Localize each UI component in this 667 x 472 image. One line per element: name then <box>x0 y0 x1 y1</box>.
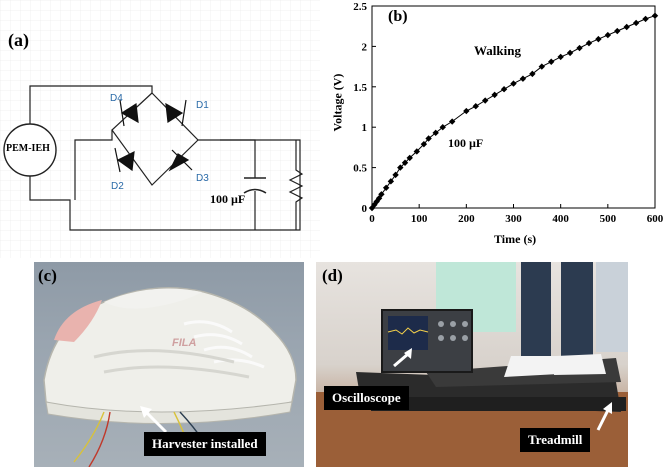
panel-c-shoe-photo: FILA (c) Harvester installed <box>34 262 304 467</box>
data-point <box>482 97 489 104</box>
data-point <box>368 204 376 212</box>
data-point <box>439 124 446 131</box>
data-point <box>420 140 428 148</box>
y-tick-label: 2.5 <box>353 1 367 13</box>
x-axis-label: Time (s) <box>494 232 537 246</box>
diode-d3-label: D3 <box>196 173 209 184</box>
x-tick-label: 500 <box>600 213 617 225</box>
caption-treadmill: Treadmill <box>520 428 591 452</box>
panel-b-label: (b) <box>388 8 408 25</box>
x-tick-label: 600 <box>647 213 664 225</box>
data-point <box>500 86 508 93</box>
x-tick-label: 100 <box>411 213 428 225</box>
data-point <box>401 159 409 166</box>
diode-d4-icon <box>120 102 139 124</box>
diode-d1-label: D1 <box>196 100 209 111</box>
data-point <box>632 19 640 27</box>
y-axis-label: Voltage (V) <box>330 73 345 132</box>
data-point <box>425 135 432 142</box>
panel-d-treadmill-photo: (d) Oscilloscope Treadmill <box>316 262 628 467</box>
panel-d-label: (d) <box>322 266 343 285</box>
data-point <box>432 129 439 137</box>
x-tick-label: 0 <box>369 213 375 225</box>
x-tick-label: 300 <box>505 213 522 225</box>
panel-b-chart: 0 100 200 300 400 500 600 0 0.5 1 1.5 2 2.5 (b) Walk… <box>320 0 667 258</box>
source-circle <box>3 123 57 177</box>
capacitor-label: 100 µF <box>210 192 246 206</box>
diode-d4-label: D4 <box>110 93 123 104</box>
diode-d2-label: D2 <box>111 181 124 192</box>
data-point <box>595 35 602 43</box>
shoe-brand-logo: FILA <box>172 337 197 349</box>
annotation-walking: Walking <box>474 43 521 58</box>
shoe-illustration <box>43 287 297 467</box>
data-point <box>392 171 399 179</box>
data-point <box>397 164 404 171</box>
data-point <box>510 80 517 87</box>
data-point <box>448 118 456 125</box>
treadmill-illustration <box>316 262 628 467</box>
data-point <box>406 154 413 162</box>
data-point <box>548 58 555 65</box>
data-point <box>378 191 385 198</box>
y-tick-label: 2 <box>362 41 368 53</box>
source-label: PEM-IEH <box>6 143 50 154</box>
data-point <box>382 184 390 191</box>
data-point <box>604 31 612 39</box>
caption-harvester: Harvester installed <box>144 432 266 456</box>
data-point <box>371 201 378 208</box>
data-point <box>623 23 630 31</box>
diode-d3-icon <box>168 153 190 172</box>
data-point <box>557 53 564 61</box>
y-tick-label: 1 <box>362 122 368 134</box>
panel-a-label: (a) <box>8 30 29 50</box>
x-tick-label: 400 <box>552 213 569 225</box>
data-point <box>387 178 395 185</box>
data-point <box>491 91 498 99</box>
panel-a-circuit: (a) PEM-IEH D4 D1 D2 D3 100 µF <box>0 0 320 258</box>
data-point <box>472 102 479 110</box>
panel-c-label: (c) <box>38 266 57 285</box>
data-point <box>519 75 527 82</box>
plot-frame <box>371 5 656 209</box>
circuit-diagram <box>0 0 320 258</box>
data-point <box>642 15 649 23</box>
data-point <box>463 107 470 115</box>
data-point <box>576 44 583 52</box>
diode-d1-icon <box>165 102 184 124</box>
caption-oscilloscope: Oscilloscope <box>324 386 409 410</box>
x-tick-label: 200 <box>458 213 475 225</box>
data-point <box>614 27 621 35</box>
y-tick-label: 1.5 <box>353 82 367 94</box>
data-point <box>585 39 593 47</box>
annotation-capacitance: 100 µF <box>448 136 484 150</box>
data-point <box>651 12 659 19</box>
y-tick-label: 0.5 <box>353 163 367 175</box>
data-point <box>413 148 421 155</box>
voltage-time-chart: 0 100 200 300 400 500 600 0 0.5 1 1.5 2 2.5 <box>353 1 664 225</box>
y-tick-label: 0 <box>362 203 368 215</box>
data-point <box>566 49 574 57</box>
diode-d2-icon <box>116 150 135 172</box>
